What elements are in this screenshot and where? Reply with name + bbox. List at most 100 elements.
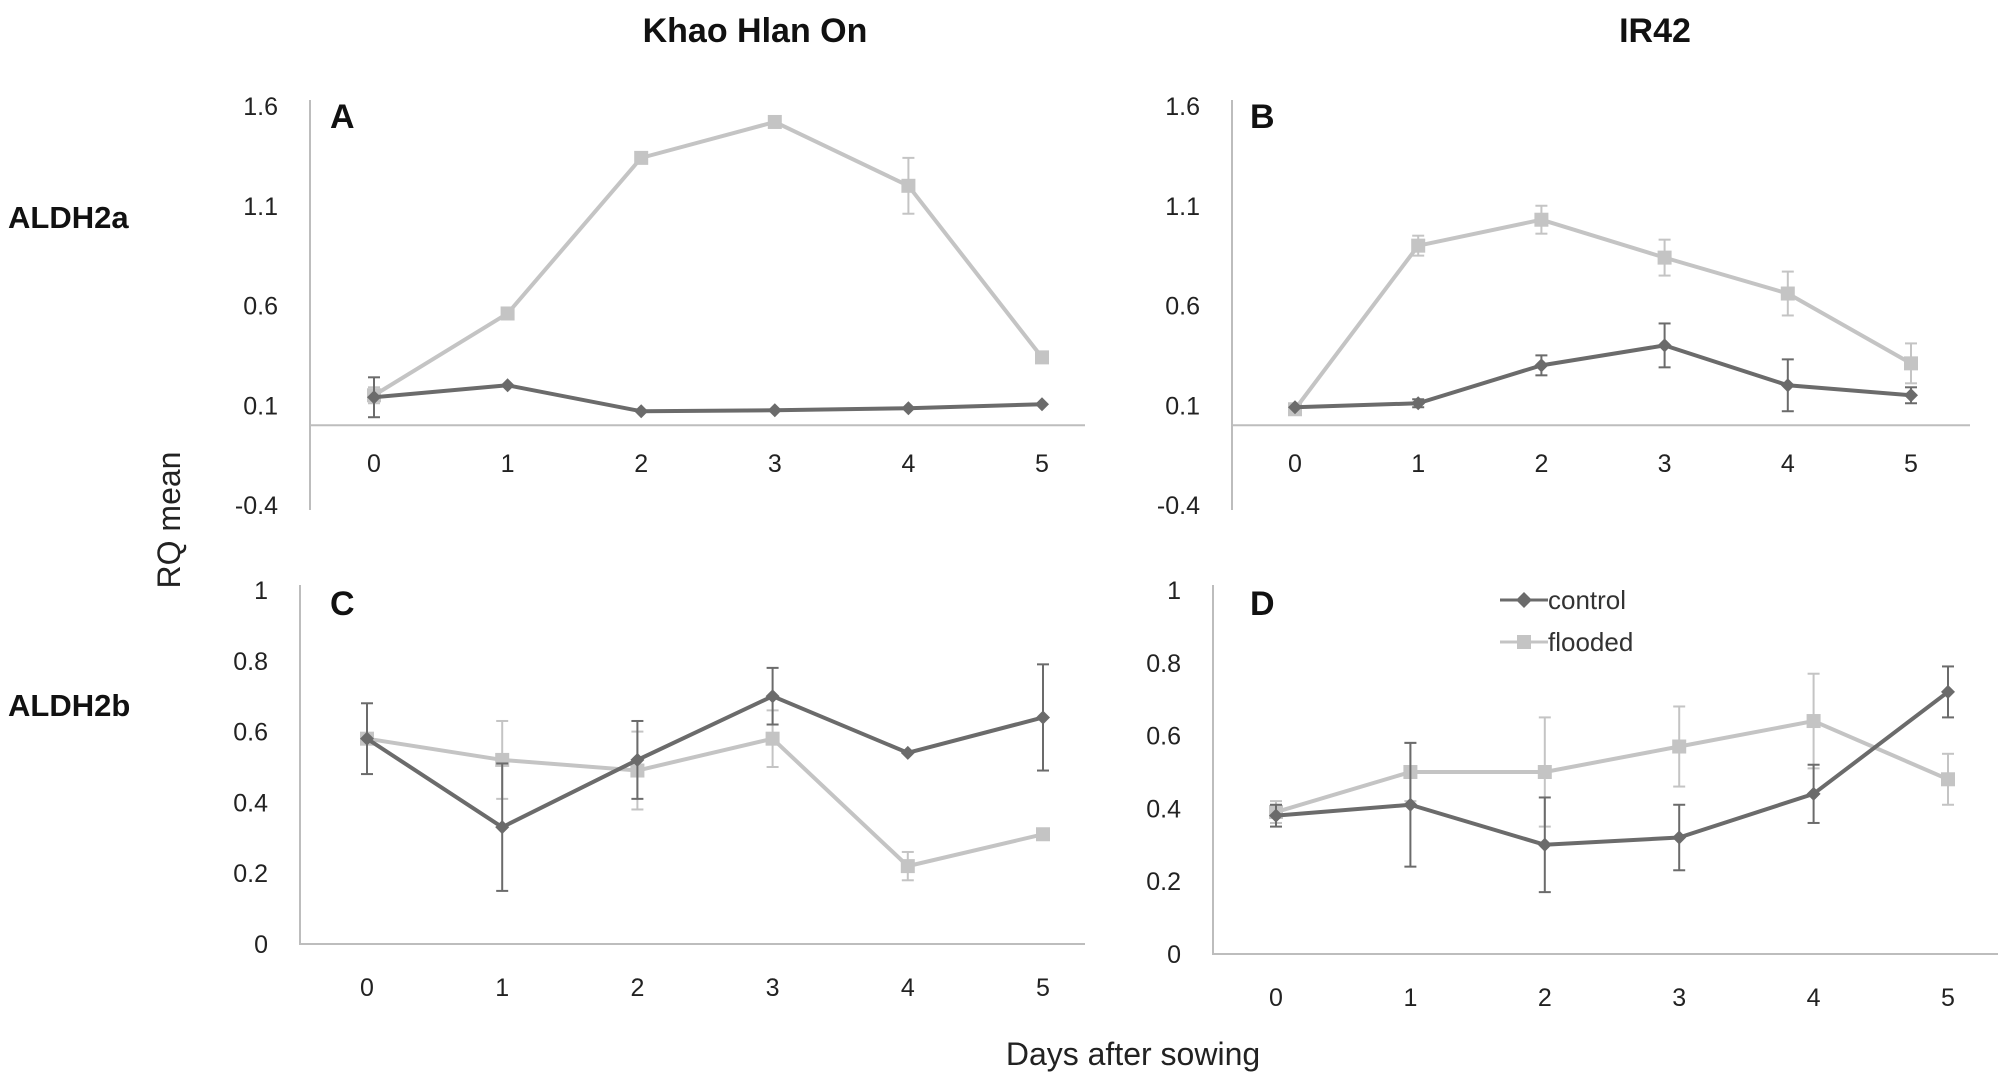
- data-point-flooded: [1035, 350, 1049, 365]
- data-point-control: [1403, 797, 1418, 812]
- y-tick-label: 1: [1167, 577, 1181, 605]
- chart-panel-a: A 1.6 1.1 0.6 0.1 -0.4 0 1 2 3 4 5: [235, 93, 1085, 520]
- legend-marker-flooded: [1517, 635, 1531, 649]
- data-point-flooded: [1534, 212, 1549, 227]
- data-point-flooded: [1537, 765, 1552, 779]
- x-tick-label: 4: [1781, 450, 1795, 478]
- y-tick-label: 0.6: [1146, 723, 1181, 751]
- series-flooded: [360, 709, 1050, 882]
- y-tick-label: -0.4: [235, 492, 278, 520]
- data-point-flooded: [901, 178, 916, 193]
- data-point-flooded: [1657, 250, 1672, 265]
- chart-panel-b: B 1.6 1.1 0.6 0.1 -0.4 0 1 2 3 4 5: [1157, 93, 1970, 520]
- row-label-aldh2a: ALDH2a: [8, 200, 129, 235]
- data-point-flooded: [1036, 827, 1050, 842]
- panel-letter: C: [330, 585, 355, 623]
- series-control: [1288, 322, 1918, 415]
- x-tick-label: 1: [501, 450, 515, 478]
- y-tick-label: 1: [254, 577, 268, 605]
- x-tick-label: 4: [1807, 984, 1821, 1012]
- data-point-control: [1534, 358, 1549, 373]
- y-tick-label: 0.6: [1165, 293, 1200, 321]
- x-axis-title: Days after sowing: [1006, 1036, 1260, 1072]
- y-tick-label: 0: [254, 931, 268, 959]
- data-point-flooded: [1411, 238, 1426, 253]
- data-point-flooded: [767, 114, 782, 129]
- x-tick-label: 3: [1672, 984, 1686, 1012]
- legend: control flooded: [1500, 585, 1633, 657]
- data-point-control: [630, 752, 645, 767]
- x-tick-label: 5: [1036, 974, 1050, 1002]
- y-tick-label: 0.4: [1146, 795, 1181, 823]
- series-line-flooded: [372, 119, 1044, 397]
- x-tick-label: 0: [360, 974, 374, 1002]
- x-tick-label: 3: [768, 450, 782, 478]
- data-point-control: [634, 404, 649, 419]
- series-line-control: [1294, 343, 1912, 410]
- x-tick-label: 2: [1534, 450, 1548, 478]
- x-tick-label: 5: [1941, 984, 1955, 1012]
- series-line-flooded: [1275, 719, 1949, 814]
- y-tick-label: 1.1: [1165, 193, 1200, 221]
- data-point-control: [1672, 830, 1687, 845]
- panel-letter: D: [1250, 585, 1275, 623]
- series-control: [1269, 665, 1955, 894]
- x-tick-label: 2: [634, 450, 648, 478]
- data-point-control: [765, 689, 780, 704]
- panel-letter: B: [1250, 98, 1275, 136]
- y-axis-title: RQ mean: [151, 452, 187, 589]
- data-point-control: [767, 403, 782, 418]
- x-tick-label: 5: [1904, 450, 1918, 478]
- y-tick-label: 0.8: [1146, 650, 1181, 678]
- y-tick-label: -0.4: [1157, 492, 1200, 520]
- series-flooded: [1288, 204, 1918, 417]
- data-point-control: [1036, 710, 1050, 725]
- row-label-aldh2b: ALDH2b: [8, 688, 130, 723]
- series-line-flooded: [366, 736, 1044, 869]
- x-tick-label: 2: [1538, 984, 1552, 1012]
- data-point-flooded: [1941, 772, 1955, 787]
- x-tick-label: 1: [495, 974, 509, 1002]
- x-tick-label: 1: [1411, 450, 1425, 478]
- data-point-control: [1269, 808, 1283, 823]
- data-point-control: [1806, 786, 1821, 801]
- y-tick-label: 1.6: [243, 93, 278, 121]
- data-point-control: [901, 401, 916, 416]
- x-tick-label: 4: [901, 450, 915, 478]
- x-tick-label: 0: [367, 450, 381, 478]
- x-tick-label: 2: [630, 974, 644, 1002]
- data-point-control: [1904, 388, 1918, 403]
- y-tick-label: 0.4: [233, 789, 268, 817]
- data-point-control: [1780, 378, 1795, 393]
- y-tick-label: 0.6: [233, 719, 268, 747]
- data-point-control: [900, 745, 915, 760]
- data-point-control: [1288, 400, 1302, 415]
- x-tick-label: 3: [766, 974, 780, 1002]
- x-tick-label: 0: [1269, 984, 1283, 1012]
- chart-panel-c: C 1 0.8 0.6 0.4 0.2 0 0 1 2 3 4 5: [233, 577, 1085, 1002]
- series-control: [360, 663, 1050, 892]
- y-tick-label: 0.2: [233, 860, 268, 888]
- data-point-control: [495, 820, 510, 835]
- column-title-khao-hlan-on: Khao Hlan On: [643, 12, 868, 50]
- x-tick-label: 5: [1035, 450, 1049, 478]
- data-point-flooded: [634, 150, 649, 165]
- series-flooded: [367, 114, 1049, 405]
- y-tick-label: 0.1: [243, 392, 278, 420]
- x-tick-label: 0: [1288, 450, 1302, 478]
- x-tick-label: 4: [901, 974, 915, 1002]
- data-point-control: [1035, 397, 1049, 412]
- x-tick-label: 3: [1658, 450, 1672, 478]
- data-point-control: [360, 731, 374, 746]
- series-line-control: [373, 383, 1043, 414]
- data-point-control: [367, 390, 381, 405]
- legend-marker-control: [1516, 592, 1532, 608]
- data-point-flooded: [1806, 714, 1821, 729]
- data-point-flooded: [765, 731, 780, 746]
- column-title-ir42: IR42: [1619, 12, 1691, 50]
- legend-label-flooded: flooded: [1548, 627, 1633, 657]
- chart-panel-d: D 1 0.8 0.6 0.4 0.2 0 0 1 2 3 4 5: [1146, 577, 1998, 1012]
- data-point-control: [1411, 396, 1426, 411]
- series-line-flooded: [1293, 217, 1912, 411]
